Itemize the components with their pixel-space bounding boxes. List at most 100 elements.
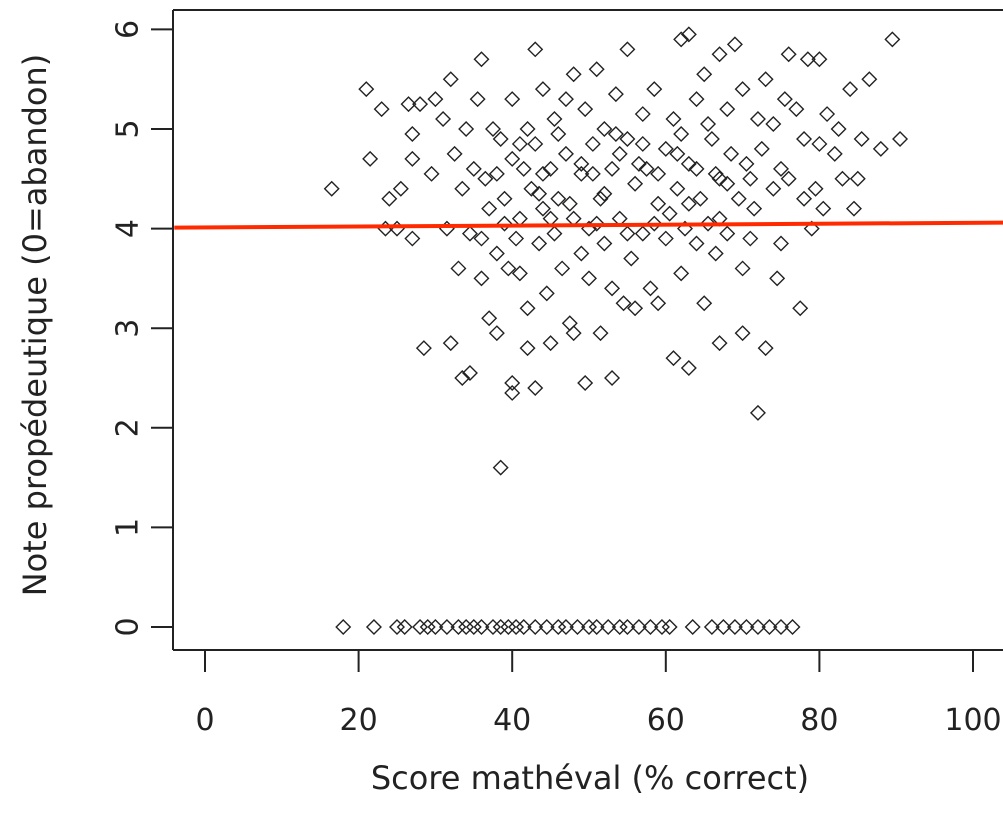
data-point — [604, 160, 621, 177]
data-point — [473, 51, 490, 68]
data-point — [542, 335, 559, 352]
data-point — [546, 225, 563, 242]
data-point — [496, 190, 513, 207]
data-point — [734, 325, 751, 342]
data-point — [531, 235, 548, 252]
data-point — [673, 125, 690, 142]
data-point — [773, 160, 789, 177]
data-point — [596, 185, 613, 202]
data-point — [761, 619, 778, 635]
data-point — [592, 190, 609, 207]
data-point — [538, 285, 555, 302]
x-tick-label: 80 — [800, 703, 838, 738]
data-point — [738, 155, 755, 172]
data-point — [853, 130, 870, 147]
y-tick-label: 6 — [111, 20, 146, 39]
data-point — [515, 160, 532, 177]
data-point — [488, 325, 505, 342]
data-point — [726, 36, 743, 53]
data-point — [569, 619, 586, 635]
data-point — [550, 125, 567, 142]
data-point — [596, 121, 613, 137]
data-point — [473, 270, 490, 287]
data-point — [715, 619, 732, 635]
data-point — [458, 619, 475, 635]
data-point — [657, 140, 674, 157]
data-point — [807, 180, 824, 197]
data-point — [573, 165, 590, 182]
data-point — [849, 170, 866, 187]
data-point — [573, 245, 590, 262]
data-point — [577, 374, 594, 391]
data-point — [554, 260, 571, 277]
data-point — [619, 41, 636, 58]
data-point — [492, 130, 509, 147]
y-tick-label: 0 — [111, 617, 146, 636]
data-point — [627, 300, 644, 317]
data-point — [627, 175, 644, 192]
data-point — [742, 230, 759, 247]
data-point — [596, 235, 613, 252]
data-point — [542, 160, 559, 177]
data-point — [796, 130, 813, 147]
data-point — [527, 379, 544, 396]
data-point — [688, 235, 705, 252]
data-point — [473, 619, 490, 635]
data-point — [707, 165, 724, 182]
data-point — [362, 150, 379, 167]
data-point — [723, 145, 740, 162]
x-axis-title: Score mathéval (% correct) — [371, 759, 809, 797]
data-point — [630, 619, 647, 635]
data-point — [557, 145, 574, 162]
data-point — [485, 121, 501, 137]
data-point — [776, 91, 793, 108]
data-point — [400, 96, 417, 113]
data-point — [773, 235, 789, 252]
data-point — [323, 180, 340, 197]
data-point — [534, 81, 551, 98]
data-point — [734, 81, 751, 98]
data-point — [427, 91, 444, 108]
y-axis-title: Note propédeutique (0=abandon) — [16, 54, 54, 597]
data-point — [442, 335, 459, 352]
data-point — [719, 101, 736, 118]
data-point — [680, 26, 697, 43]
data-point — [826, 145, 843, 162]
data-point — [688, 91, 705, 108]
data-point — [600, 619, 617, 635]
data-point — [684, 619, 701, 635]
data-point — [665, 350, 682, 367]
data-point — [711, 46, 728, 63]
data-point — [454, 180, 471, 197]
data-point — [830, 121, 847, 137]
plot-frame — [172, 9, 1003, 651]
data-point — [404, 125, 421, 142]
data-point — [577, 101, 594, 118]
data-point — [335, 619, 352, 635]
data-point — [872, 140, 889, 157]
data-point — [661, 619, 678, 635]
data-point — [815, 200, 832, 217]
data-point — [592, 325, 609, 342]
data-point — [811, 51, 828, 68]
data-point — [500, 260, 517, 277]
data-point — [757, 71, 774, 88]
data-point — [450, 260, 467, 277]
data-point — [700, 116, 717, 133]
data-point — [381, 190, 398, 207]
data-point — [465, 160, 482, 177]
y-tick-label: 1 — [111, 518, 146, 537]
data-point — [765, 116, 782, 133]
data-point — [726, 619, 743, 635]
x-tick-label: 40 — [493, 703, 531, 738]
data-point — [673, 265, 690, 282]
y-tick-label: 5 — [111, 119, 146, 138]
data-point — [477, 170, 494, 187]
data-point — [719, 175, 736, 192]
data-point — [581, 270, 597, 287]
data-point — [773, 619, 789, 635]
data-point — [508, 230, 525, 247]
data-point — [508, 619, 525, 635]
data-point — [511, 265, 528, 282]
data-point — [753, 140, 770, 157]
